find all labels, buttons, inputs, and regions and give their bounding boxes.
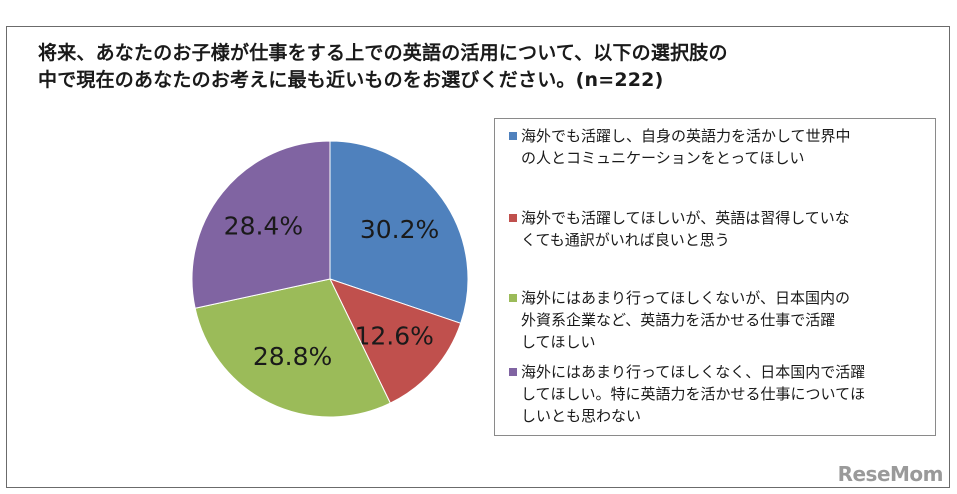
pie-label-4: 28.4% — [224, 211, 303, 240]
legend-label-2-line-2: くても通訳がいれば良いと思う — [521, 231, 730, 249]
legend-label-4-line-1: 海外にはあまり行ってほしくなく、日本国内で活躍 — [521, 363, 866, 381]
pie-slice-1 — [329, 140, 469, 324]
pie-slice-3 — [194, 278, 391, 418]
legend-label-4: 海外にはあまり行ってほしくなく、日本国内で活躍 してほしい。特に英語力を活かせる… — [509, 361, 929, 427]
legend-label-2: 海外でも活躍してほしいが、英語は習得していな くても通訳がいれば良いと思う — [509, 207, 929, 251]
legend-swatch-1 — [509, 132, 517, 140]
legend-label-3-line-3: してほしい — [521, 333, 596, 351]
legend-label-1-line-1: 海外でも活躍し、自身の英語力を活かして世界中 — [521, 127, 851, 145]
pie-slice-4 — [191, 140, 331, 309]
legend-label-4-line-3: しいとも思わない — [521, 407, 642, 425]
chart-title-line-1: 将来、あなたのお子様が仕事をする上での英語の活用について、以下の選択肢の — [38, 42, 728, 64]
chart-title-line-2: 中で現在のあなたのお考えに最も近いものをお選びください。(n=222) — [38, 69, 664, 91]
legend-item-2: 海外でも活躍してほしいが、英語は習得していな くても通訳がいれば良いと思う — [509, 207, 929, 251]
legend-label-3: 海外にはあまり行ってほしくないが、日本国内の 外資系企業など、英語力を活かせる仕… — [509, 287, 929, 353]
chart-title: 将来、あなたのお子様が仕事をする上での英語の活用について、以下の選択肢の 中で現… — [38, 40, 798, 94]
pie-label-3: 28.8% — [253, 342, 332, 371]
legend-label-3-line-2: 外資系企業など、英語力を活かせる仕事で活躍 — [521, 311, 836, 329]
pie-slice-2 — [329, 278, 462, 404]
legend-label-2-line-1: 海外でも活躍してほしいが、英語は習得していな — [521, 209, 850, 227]
legend-label-1-line-2: の人とコミュニケーションをとってほしい — [521, 149, 805, 167]
resemom-logo: ReseMom — [837, 462, 944, 486]
pie-label-2: 12.6% — [354, 322, 433, 351]
legend-swatch-2 — [509, 214, 517, 222]
legend-item-1: 海外でも活躍し、自身の英語力を活かして世界中 の人とコミュニケーションをとってほ… — [509, 125, 929, 169]
legend-label-1: 海外でも活躍し、自身の英語力を活かして世界中 の人とコミュニケーションをとってほ… — [509, 125, 929, 169]
pie-label-1: 30.2% — [360, 215, 439, 244]
legend-swatch-4 — [509, 368, 517, 376]
legend-item-3: 海外にはあまり行ってほしくないが、日本国内の 外資系企業など、英語力を活かせる仕… — [509, 287, 929, 353]
legend: 海外でも活躍し、自身の英語力を活かして世界中 の人とコミュニケーションをとってほ… — [494, 118, 936, 436]
legend-label-3-line-1: 海外にはあまり行ってほしくないが、日本国内の — [521, 289, 850, 307]
legend-swatch-3 — [509, 294, 517, 302]
legend-item-4: 海外にはあまり行ってほしくなく、日本国内で活躍 してほしい。特に英語力を活かせる… — [509, 361, 929, 427]
legend-label-4-line-2: してほしい。特に英語力を活かせる仕事についてほ — [521, 385, 866, 403]
